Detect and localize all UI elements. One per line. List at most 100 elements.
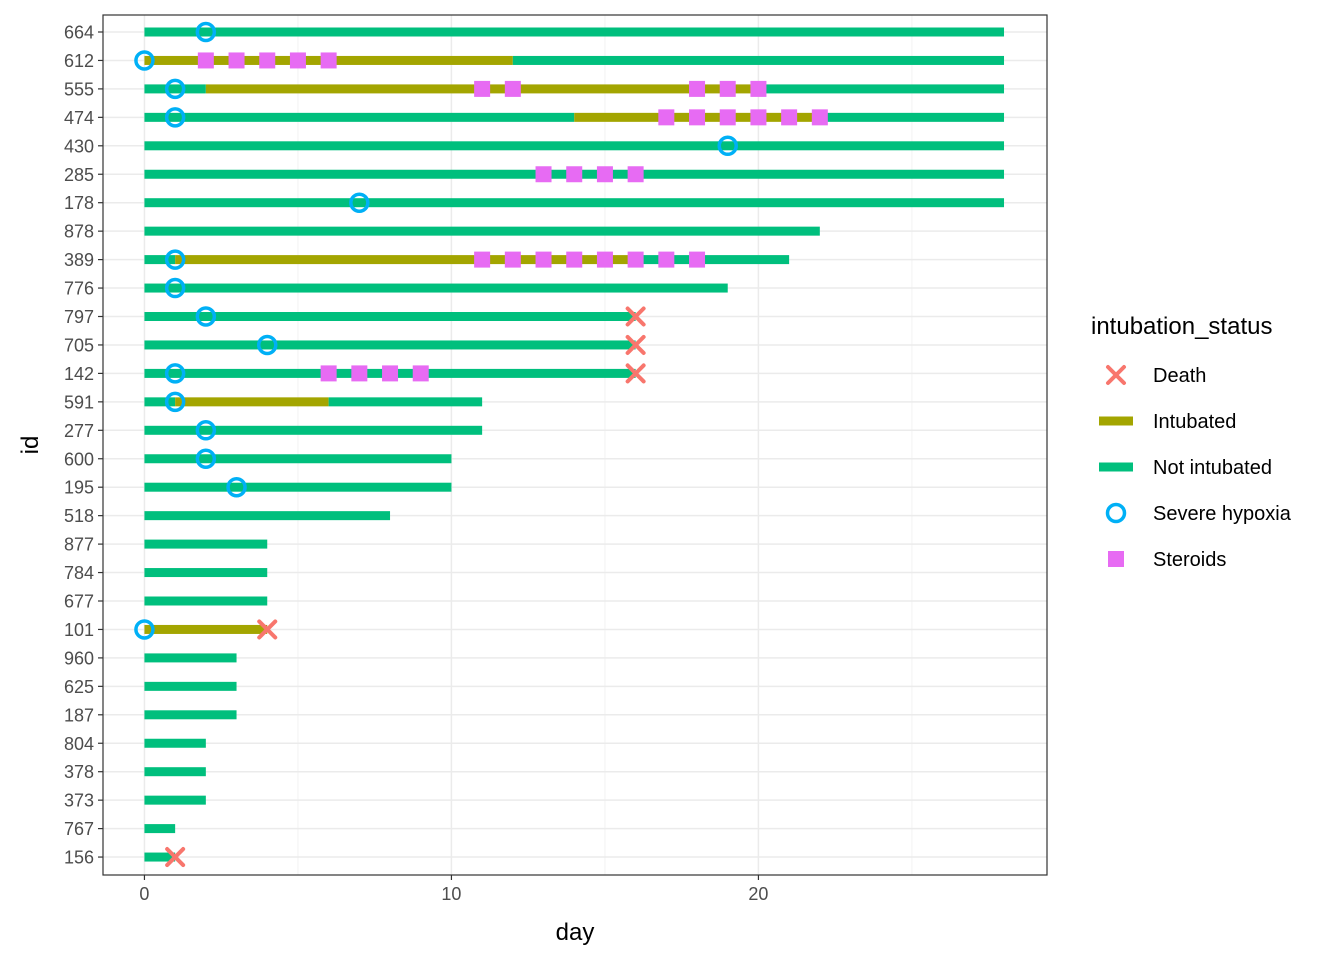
steroids-marker <box>535 251 552 268</box>
death-marker <box>165 847 186 868</box>
legend-title: intubation_status <box>1091 313 1272 340</box>
y-tick-label: 767 <box>64 819 94 839</box>
legend-label: Steroids <box>1153 549 1226 571</box>
steroids-marker <box>320 52 337 69</box>
hypoxia-marker <box>195 306 217 327</box>
bar-segment-not-intubated <box>144 397 176 407</box>
x-axis: 0 10 20 <box>139 875 768 904</box>
steroids-marker <box>627 166 644 183</box>
steroids-marker <box>566 166 583 183</box>
steroids-marker <box>535 166 552 183</box>
y-tick-label: 878 <box>64 222 94 242</box>
y-tick-label: 101 <box>64 620 94 640</box>
bar-segment-intubated <box>175 397 329 407</box>
bar-segment-not-intubated <box>144 824 176 834</box>
hypoxia-marker <box>164 391 186 413</box>
death-marker <box>625 363 646 384</box>
y-tick-label: 600 <box>64 449 94 469</box>
death-stroke <box>165 847 186 868</box>
bar-segment-not-intubated <box>144 596 268 606</box>
steroids-marker <box>566 251 583 268</box>
steroids-marker <box>504 80 521 97</box>
y-tick-label: 389 <box>64 250 94 270</box>
legend-key-death <box>1106 365 1126 385</box>
y-tick-label: 705 <box>64 335 94 355</box>
x-tick-label: 20 <box>748 884 768 904</box>
x-axis-title: day <box>556 919 595 946</box>
legend-label: Not intubated <box>1153 457 1272 479</box>
steroids-marker <box>781 109 798 126</box>
steroids-marker <box>382 365 399 382</box>
x-tick-label: 0 <box>139 884 149 904</box>
death-stroke <box>625 363 646 384</box>
y-tick-label: 178 <box>64 193 94 213</box>
bar-segment-not-intubated <box>144 738 206 748</box>
steroids-marker <box>627 251 644 268</box>
bar-segment-not-intubated <box>144 852 176 862</box>
y-tick-label: 430 <box>64 136 94 156</box>
y-tick-label: 474 <box>64 108 94 128</box>
bar-segment-not-intubated <box>144 710 237 720</box>
hypoxia-marker <box>164 363 186 384</box>
bar-segment-not-intubated <box>819 112 1005 122</box>
bar-segment-not-intubated <box>144 767 206 777</box>
event-markers <box>134 21 828 868</box>
steroids-marker <box>658 109 675 126</box>
y-tick-label: 664 <box>64 23 94 43</box>
steroids-marker <box>719 109 736 126</box>
steroids-marker <box>351 365 368 382</box>
steroids-marker <box>197 52 214 69</box>
steroids-marker <box>228 52 245 69</box>
steroids-marker <box>811 109 828 126</box>
hypoxia-marker <box>164 107 186 128</box>
bar-segment-intubated <box>144 624 268 634</box>
bar-segment-not-intubated <box>144 653 237 663</box>
bar-segment-not-intubated <box>144 340 636 350</box>
steroids-marker <box>289 52 306 69</box>
legend-item-death: Death <box>1106 365 1206 387</box>
legend-item-hypoxia: Severe hypoxia <box>1105 502 1292 525</box>
bar-segment-intubated <box>175 255 636 265</box>
y-tick-label: 518 <box>64 506 94 526</box>
y-tick-label: 877 <box>64 535 94 555</box>
bar-segment-not-intubated <box>144 27 1005 37</box>
bar-segment-not-intubated <box>144 84 206 94</box>
hypoxia-marker <box>164 277 186 299</box>
steroids-marker <box>750 109 767 126</box>
y-tick-label: 142 <box>64 364 94 384</box>
y-axis: 664 612 555 474 430 285 178 878 389 776 797 705 142 5… <box>64 23 103 868</box>
legend-label: Intubated <box>1153 411 1236 433</box>
bar-segment-not-intubated <box>328 397 483 407</box>
bar-segment-not-intubated <box>144 283 728 293</box>
hypoxia-marker <box>195 448 217 469</box>
death-stroke <box>625 334 646 355</box>
bar-segment-not-intubated <box>635 255 790 265</box>
bar-segment-not-intubated <box>758 84 1005 94</box>
bar-segment-not-intubated <box>144 568 268 578</box>
x-tick-label: 10 <box>441 884 461 904</box>
steroids-marker <box>689 109 706 126</box>
death-marker <box>257 619 278 640</box>
y-tick-label: 285 <box>64 165 94 185</box>
legend-item-not-intubated: Not intubated <box>1099 457 1272 479</box>
y-tick-label: 195 <box>64 478 94 498</box>
y-tick-label: 960 <box>64 648 94 668</box>
bar-segment-not-intubated <box>144 141 1005 151</box>
steroids-marker <box>320 365 337 382</box>
legend-key-square <box>1108 551 1124 567</box>
hypoxia-marker <box>195 420 217 441</box>
y-tick-label: 591 <box>64 392 94 412</box>
death-stroke <box>625 306 646 327</box>
bar-segment-not-intubated <box>144 681 237 691</box>
steroids-marker <box>596 166 613 183</box>
hypoxia-marker <box>195 21 217 43</box>
steroids-marker <box>658 251 675 268</box>
legend-item-intubated: Intubated <box>1099 411 1236 433</box>
bar-segment-not-intubated <box>512 55 1005 65</box>
y-axis-title: id <box>17 436 44 455</box>
y-tick-label: 373 <box>64 791 94 811</box>
bar-segment-not-intubated <box>144 795 206 805</box>
hypoxia-marker <box>226 476 247 498</box>
bar-segment-not-intubated <box>144 198 1005 208</box>
